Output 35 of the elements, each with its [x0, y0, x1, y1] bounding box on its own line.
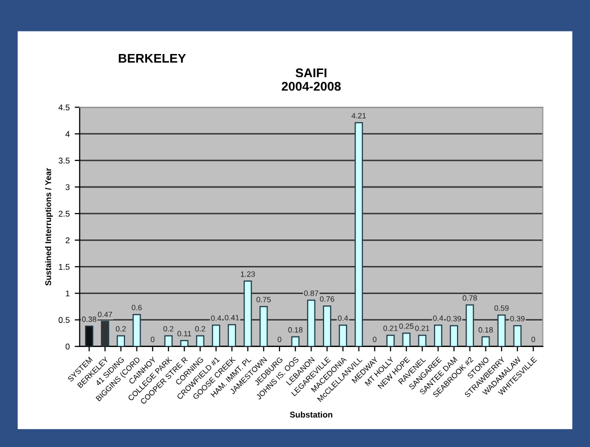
- bar: [386, 334, 395, 346]
- bar: [418, 334, 426, 346]
- y-tick-label: 2.5: [58, 210, 70, 217]
- bar: [354, 122, 363, 346]
- bar: [402, 332, 411, 346]
- text: BERKELEY: [118, 54, 186, 63]
- bar: [513, 325, 522, 346]
- bar: [307, 300, 316, 346]
- bar: [497, 314, 506, 346]
- chart-title: SAIFI 2004-2008: [282, 68, 341, 91]
- y-tick-label: 3.5: [58, 158, 70, 164]
- bar: [482, 336, 490, 346]
- x-axis-title: Substation: [290, 411, 332, 418]
- bar: [434, 324, 442, 346]
- bar: [85, 326, 94, 346]
- bar: [164, 335, 173, 346]
- y-tick-label: 0.5: [58, 317, 70, 323]
- bar: [260, 306, 268, 346]
- bar: [228, 324, 236, 346]
- bar: [450, 325, 458, 346]
- bar: [212, 324, 220, 346]
- y-tick-label: 3: [66, 184, 70, 190]
- y-tick-label: 4.5: [58, 104, 70, 110]
- y-tick-label: 0: [66, 344, 70, 350]
- bar: [291, 336, 300, 346]
- y-tick-label: 1: [66, 290, 70, 296]
- bar: [338, 324, 348, 346]
- y-axis-title: Sustained Interruptions / Year: [45, 168, 53, 286]
- y-tick-label: 1.5: [58, 264, 70, 270]
- bar: [244, 280, 252, 346]
- y-tick-label: 2: [66, 237, 70, 244]
- y-tick-label: 4: [65, 131, 70, 137]
- bar: [116, 335, 126, 346]
- bar: [180, 340, 188, 346]
- bar: [196, 335, 204, 346]
